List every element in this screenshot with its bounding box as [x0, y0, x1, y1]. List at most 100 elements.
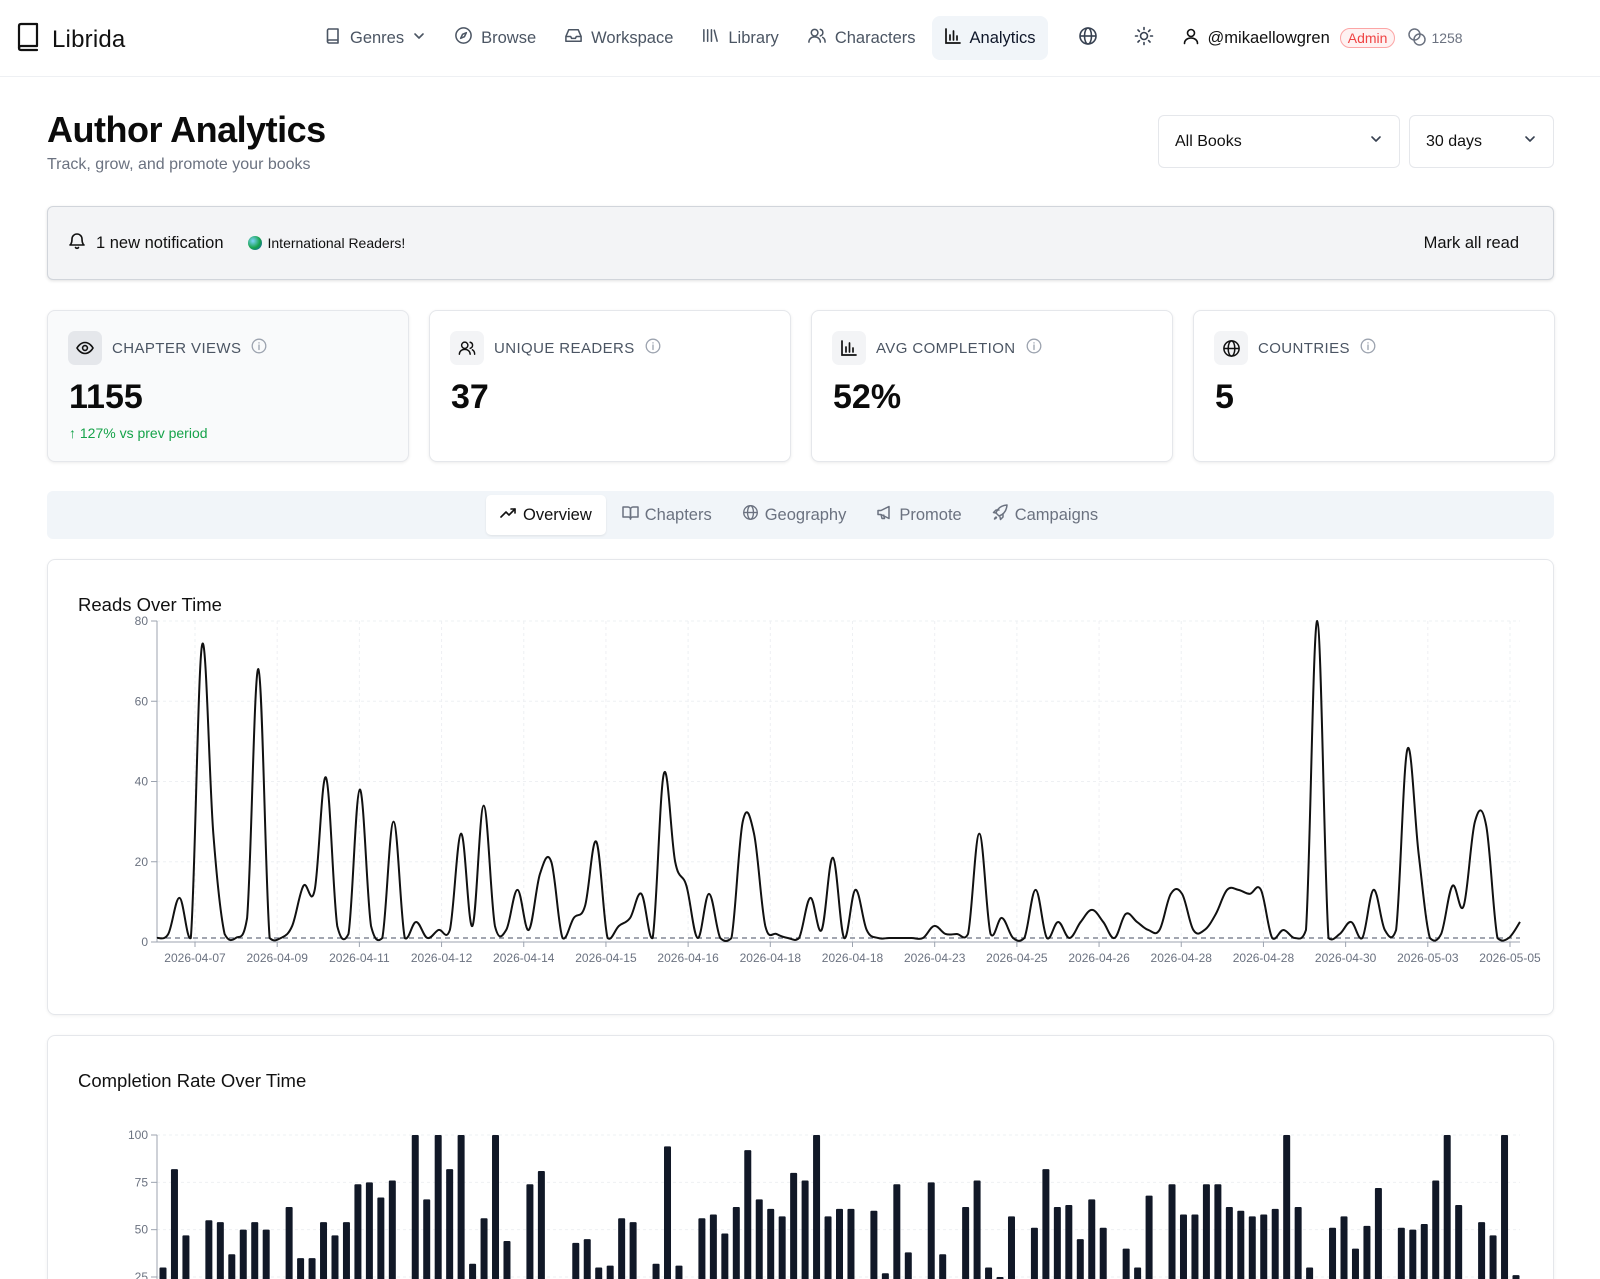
completion-bar [1489, 1235, 1497, 1279]
completion-bar [239, 1229, 247, 1279]
completion-bar [492, 1135, 500, 1279]
completion-bar [537, 1170, 545, 1279]
completion-bar [801, 1180, 809, 1279]
completion-bar [205, 1220, 213, 1279]
notification-count[interactable]: 1 new notification [68, 231, 224, 255]
completion-bar [1076, 1239, 1084, 1279]
completion-bar [251, 1222, 259, 1279]
completion-bar [1042, 1169, 1050, 1279]
reads-series-line [156, 619, 1521, 942]
nav-item-workspace[interactable]: Workspace [552, 16, 685, 60]
x-tick-label: 2026-04-09 [246, 951, 308, 965]
sun-icon [1134, 26, 1154, 51]
completion-bar [446, 1169, 454, 1279]
info-icon[interactable] [645, 338, 661, 359]
completion-bar [985, 1267, 993, 1279]
range-filter-select[interactable]: 30 days [1409, 115, 1554, 168]
completion-bar [457, 1135, 465, 1279]
nav-item-genres[interactable]: Genres [312, 16, 438, 60]
completion-bar [721, 1233, 729, 1279]
credits-balance[interactable]: 1258 [1407, 27, 1463, 50]
x-tick-label: 2026-04-28 [1233, 951, 1295, 965]
completion-bar [1397, 1227, 1405, 1279]
completion-bar [1443, 1135, 1451, 1279]
info-icon[interactable] [1026, 338, 1042, 359]
completion-bar [847, 1208, 855, 1279]
completion-bar [1455, 1205, 1463, 1279]
book-logo-icon [16, 22, 40, 57]
completion-bar [1179, 1214, 1187, 1279]
x-tick-label: 2026-04-28 [1151, 951, 1213, 965]
nav-item-analytics[interactable]: Analytics [931, 16, 1048, 60]
tab-promote[interactable]: Promote [862, 495, 975, 535]
stat-label: COUNTRIES [1258, 339, 1350, 357]
completion-bar [790, 1172, 798, 1279]
library-icon [701, 26, 720, 50]
completion-bar [308, 1258, 316, 1279]
notification-chip-label: International Readers! [267, 235, 406, 251]
user-icon [1182, 27, 1200, 50]
completion-bar [423, 1199, 431, 1279]
bell-icon [68, 231, 86, 255]
user-menu[interactable]: @mikaellowgren Admin [1182, 27, 1396, 50]
y-tick-label: 20 [135, 855, 149, 869]
theme-toggle-button[interactable] [1122, 16, 1166, 60]
completion-bar [216, 1222, 224, 1279]
nav-item-characters[interactable]: Characters [795, 16, 928, 60]
completion-bar [354, 1184, 362, 1279]
tab-campaigns[interactable]: Campaigns [978, 495, 1112, 535]
completion-bar [629, 1222, 637, 1279]
x-tick-label: 2026-04-18 [740, 951, 802, 965]
completion-bar [365, 1182, 373, 1279]
completion-bar [411, 1135, 419, 1279]
completion-bar [1512, 1275, 1520, 1279]
y-tick-label: 50 [135, 1223, 149, 1237]
bar-chart-icon [944, 27, 962, 50]
coins-icon [1407, 27, 1427, 50]
completion-bar [1007, 1216, 1015, 1279]
nav-item-library[interactable]: Library [689, 16, 790, 60]
completion-bar [1351, 1248, 1359, 1279]
y-tick-label: 40 [135, 775, 149, 789]
info-icon[interactable] [251, 338, 267, 359]
notification-chip[interactable]: International Readers! [247, 235, 406, 251]
globe-icon [1078, 26, 1098, 51]
completion-bar [1260, 1214, 1268, 1279]
stat-value: 52% [833, 378, 902, 416]
mark-all-read-button[interactable]: Mark all read [1423, 233, 1519, 252]
completion-bar [824, 1216, 832, 1279]
nav-label: Genres [350, 28, 405, 47]
completion-bar [1363, 1225, 1371, 1279]
credits-value: 1258 [1431, 30, 1463, 46]
chart-title: Completion Rate Over Time [78, 1070, 307, 1091]
completion-bar [732, 1206, 740, 1279]
bar-chart-icon [832, 331, 866, 365]
completion-bar [583, 1239, 591, 1279]
completion-bar [1088, 1199, 1096, 1279]
y-tick-label: 25 [135, 1270, 149, 1279]
tab-chapters[interactable]: Chapters [608, 495, 726, 535]
completion-bar [870, 1210, 878, 1279]
completion-bar [1145, 1195, 1153, 1279]
x-tick-label: 2026-04-16 [657, 951, 719, 965]
completion-bar [1099, 1227, 1107, 1279]
tab-overview[interactable]: Overview [486, 495, 606, 535]
nav-label: Browse [481, 28, 537, 47]
completion-bar [526, 1184, 534, 1279]
users-icon [450, 331, 484, 365]
tab-geography[interactable]: Geography [728, 495, 861, 535]
language-button[interactable] [1066, 16, 1110, 60]
nav-item-browse[interactable]: Browse [442, 16, 548, 60]
info-icon[interactable] [1360, 338, 1376, 359]
completion-bar [1053, 1206, 1061, 1279]
completion-bar [480, 1218, 488, 1279]
stat-card-countries: COUNTRIES 5 [1193, 310, 1555, 462]
book-filter-select[interactable]: All Books [1158, 115, 1400, 168]
reads-line-chart: 0 20 40 60 80 2026-04-07 2026-04-09 2026-04-11 2… [135, 614, 1541, 965]
tab-label: Overview [523, 505, 592, 524]
completion-bar [927, 1182, 935, 1279]
completion-bar [904, 1252, 912, 1279]
brand-name: Librida [52, 25, 126, 53]
tab-label: Chapters [644, 505, 712, 524]
brand[interactable]: Librida [16, 22, 125, 57]
